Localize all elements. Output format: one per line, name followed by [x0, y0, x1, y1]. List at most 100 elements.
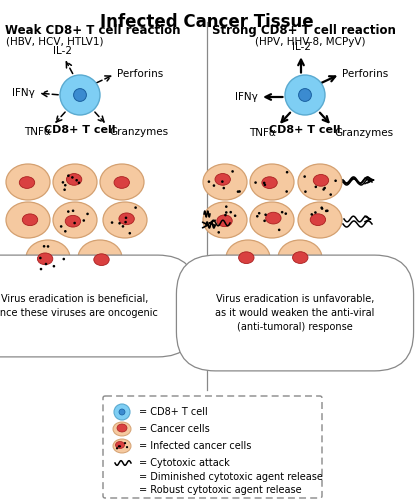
Circle shape	[286, 190, 288, 193]
Circle shape	[124, 216, 127, 219]
Ellipse shape	[53, 164, 97, 200]
Circle shape	[67, 210, 70, 213]
Text: Perforins: Perforins	[342, 69, 388, 79]
Text: CD8+ T cell: CD8+ T cell	[44, 125, 116, 135]
Text: Virus eradication is beneficial,
since these viruses are oncogenic: Virus eradication is beneficial, since t…	[0, 294, 158, 318]
Ellipse shape	[217, 215, 232, 226]
Text: Weak CD8+ T cell reaction: Weak CD8+ T cell reaction	[5, 24, 181, 37]
Ellipse shape	[115, 442, 124, 448]
Circle shape	[234, 214, 237, 217]
Circle shape	[263, 220, 266, 222]
Ellipse shape	[313, 174, 329, 186]
Text: = Cytotoxic attack: = Cytotoxic attack	[139, 458, 230, 468]
Circle shape	[326, 210, 329, 212]
Circle shape	[212, 184, 215, 187]
Text: Granzymes: Granzymes	[334, 128, 393, 138]
Circle shape	[62, 181, 64, 184]
Text: Granzymes: Granzymes	[109, 128, 168, 138]
Ellipse shape	[100, 164, 144, 200]
Circle shape	[83, 219, 85, 222]
Circle shape	[256, 215, 259, 218]
Text: = Infected cancer cells: = Infected cancer cells	[139, 441, 251, 451]
Circle shape	[254, 182, 257, 184]
Ellipse shape	[119, 213, 134, 224]
Circle shape	[118, 446, 120, 448]
Ellipse shape	[250, 164, 294, 200]
Text: Perforins: Perforins	[117, 69, 163, 79]
Ellipse shape	[215, 174, 230, 185]
Circle shape	[60, 225, 63, 228]
Circle shape	[40, 268, 42, 270]
Circle shape	[217, 231, 220, 234]
Ellipse shape	[53, 202, 97, 238]
Circle shape	[263, 182, 266, 184]
Circle shape	[258, 212, 261, 214]
Circle shape	[64, 184, 66, 186]
Circle shape	[238, 190, 241, 193]
Ellipse shape	[94, 254, 109, 266]
Circle shape	[124, 442, 126, 444]
Circle shape	[45, 262, 47, 266]
Ellipse shape	[78, 240, 122, 276]
Ellipse shape	[203, 202, 247, 238]
Circle shape	[225, 206, 227, 208]
Circle shape	[72, 210, 74, 212]
Ellipse shape	[113, 439, 131, 453]
Circle shape	[76, 179, 78, 182]
Circle shape	[330, 194, 332, 196]
Ellipse shape	[103, 202, 147, 238]
Circle shape	[73, 222, 76, 224]
Ellipse shape	[278, 240, 322, 276]
Circle shape	[286, 171, 288, 173]
Ellipse shape	[226, 240, 270, 276]
Text: IFNγ: IFNγ	[12, 88, 35, 98]
Circle shape	[60, 75, 100, 115]
Circle shape	[53, 265, 55, 268]
Ellipse shape	[298, 202, 342, 238]
Ellipse shape	[26, 240, 70, 276]
Text: = CD8+ T cell: = CD8+ T cell	[139, 407, 208, 417]
Circle shape	[71, 176, 74, 178]
Circle shape	[122, 225, 124, 228]
Circle shape	[304, 190, 307, 193]
Text: = Diminished cytotoxic agent release: = Diminished cytotoxic agent release	[139, 472, 323, 482]
Circle shape	[237, 190, 239, 193]
Circle shape	[284, 212, 287, 215]
Circle shape	[281, 211, 283, 214]
Circle shape	[208, 180, 210, 183]
Circle shape	[47, 245, 49, 248]
Circle shape	[124, 221, 127, 224]
Circle shape	[63, 188, 66, 191]
Circle shape	[264, 184, 266, 186]
Circle shape	[285, 75, 325, 115]
Text: = Robust cytotoxic agent release: = Robust cytotoxic agent release	[139, 485, 302, 495]
Text: Cancer cells: Cancer cells	[37, 280, 112, 290]
Circle shape	[320, 206, 323, 209]
Text: Virus eradication is unfavorable,
as it would weaken the anti-viral
(anti-tumora: Virus eradication is unfavorable, as it …	[215, 294, 375, 332]
Circle shape	[334, 180, 337, 182]
Ellipse shape	[6, 202, 50, 238]
Circle shape	[315, 186, 317, 188]
Text: (HBV, HCV, HTLV1): (HBV, HCV, HTLV1)	[6, 37, 104, 47]
Text: IL-2: IL-2	[291, 42, 310, 52]
Circle shape	[63, 258, 65, 260]
Text: IL-2: IL-2	[53, 46, 72, 56]
Circle shape	[299, 88, 311, 102]
Ellipse shape	[22, 214, 38, 226]
Text: Cancer cells: Cancer cells	[257, 280, 333, 290]
Ellipse shape	[37, 253, 53, 264]
Ellipse shape	[310, 214, 326, 226]
Circle shape	[321, 208, 323, 210]
Circle shape	[64, 230, 67, 232]
Circle shape	[314, 211, 317, 214]
Circle shape	[231, 170, 234, 172]
Ellipse shape	[293, 252, 308, 264]
Circle shape	[39, 256, 42, 260]
Circle shape	[134, 206, 137, 209]
Circle shape	[119, 445, 121, 448]
Ellipse shape	[65, 216, 81, 227]
Text: TNFα: TNFα	[249, 128, 276, 138]
Circle shape	[111, 222, 113, 224]
Ellipse shape	[117, 424, 127, 432]
Text: Infected Cancer Tissue: Infected Cancer Tissue	[100, 13, 314, 31]
